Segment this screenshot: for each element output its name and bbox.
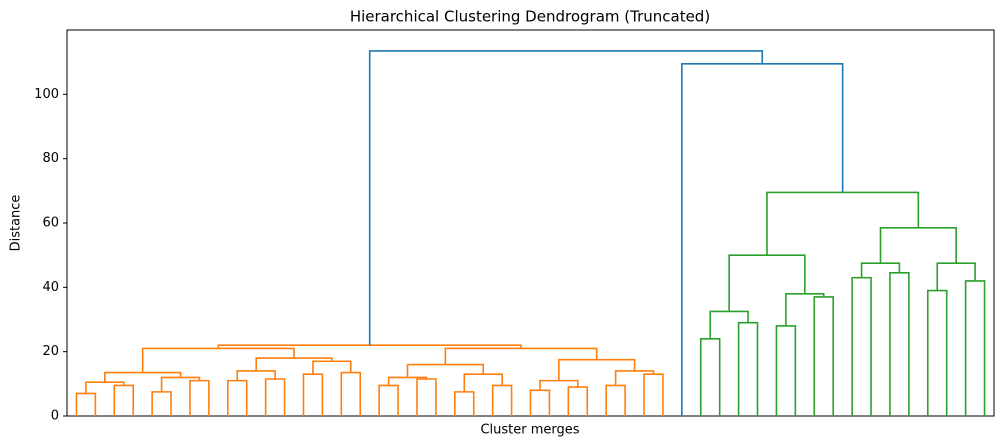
dendrogram-link	[255, 357, 333, 371]
dendrogram-link	[406, 363, 485, 378]
dendrogram-link	[227, 379, 248, 416]
dendrogram-link	[813, 296, 834, 416]
dendrogram-link	[463, 373, 503, 392]
y-tick-label: 0	[51, 409, 59, 424]
dendrogram-link	[699, 338, 721, 416]
dendrogram-link	[416, 378, 437, 416]
dendrogram-link	[302, 373, 324, 416]
dendrogram-link	[368, 50, 764, 346]
dendrogram-link	[444, 347, 598, 365]
dendrogram-link	[926, 289, 948, 416]
dendrogram-link	[879, 227, 957, 264]
dendrogram-link	[709, 310, 749, 339]
dendrogram-link	[378, 384, 399, 416]
dendrogram-link	[340, 371, 362, 416]
dendrogram-link	[643, 373, 664, 416]
dendrogram-link	[539, 379, 579, 391]
dendrogram-link	[113, 384, 135, 416]
dendrogram-link	[766, 191, 920, 256]
dendrogram-link	[860, 262, 901, 278]
chart-title: Hierarchical Clustering Dendrogram (Trun…	[350, 8, 710, 26]
y-tick-label: 40	[42, 280, 59, 295]
dendrogram-link	[775, 325, 797, 416]
plot-frame	[66, 29, 995, 417]
dendrogram-link	[567, 386, 589, 416]
dendrogram-link	[889, 272, 910, 416]
dendrogram-link	[728, 254, 806, 312]
dendrogram-link	[85, 381, 125, 394]
dendrogram-link	[558, 358, 636, 381]
y-axis-label: Distance	[9, 195, 24, 252]
dendrogram-link	[491, 384, 513, 416]
dendrogram-link	[936, 262, 976, 291]
dendrogram-link	[236, 370, 276, 381]
x-axis-label: Cluster merges	[480, 423, 579, 438]
dendrogram-link	[160, 376, 201, 392]
dendrogram-link	[151, 391, 172, 416]
dendrogram-link	[851, 276, 872, 416]
y-tick-label: 80	[42, 151, 59, 166]
dendrogram-link	[264, 378, 286, 416]
y-tick-label: 20	[42, 344, 59, 359]
dendrogram-link	[681, 62, 844, 416]
y-tick-label: 100	[34, 87, 59, 102]
dendrogram-link	[454, 391, 475, 416]
dendrogram-link	[785, 292, 825, 326]
dendrogram-link	[141, 347, 295, 373]
dendrogram-link	[75, 392, 97, 416]
dendrogram-link	[605, 384, 626, 416]
dendrogram-link	[529, 389, 551, 416]
dendrogram-link	[964, 280, 986, 416]
dendrogram-link	[737, 321, 759, 416]
y-tick-label: 60	[42, 216, 59, 231]
dendrogram-link	[189, 379, 210, 416]
dendrogram-link	[614, 370, 655, 386]
dendrogram-link	[312, 360, 352, 375]
